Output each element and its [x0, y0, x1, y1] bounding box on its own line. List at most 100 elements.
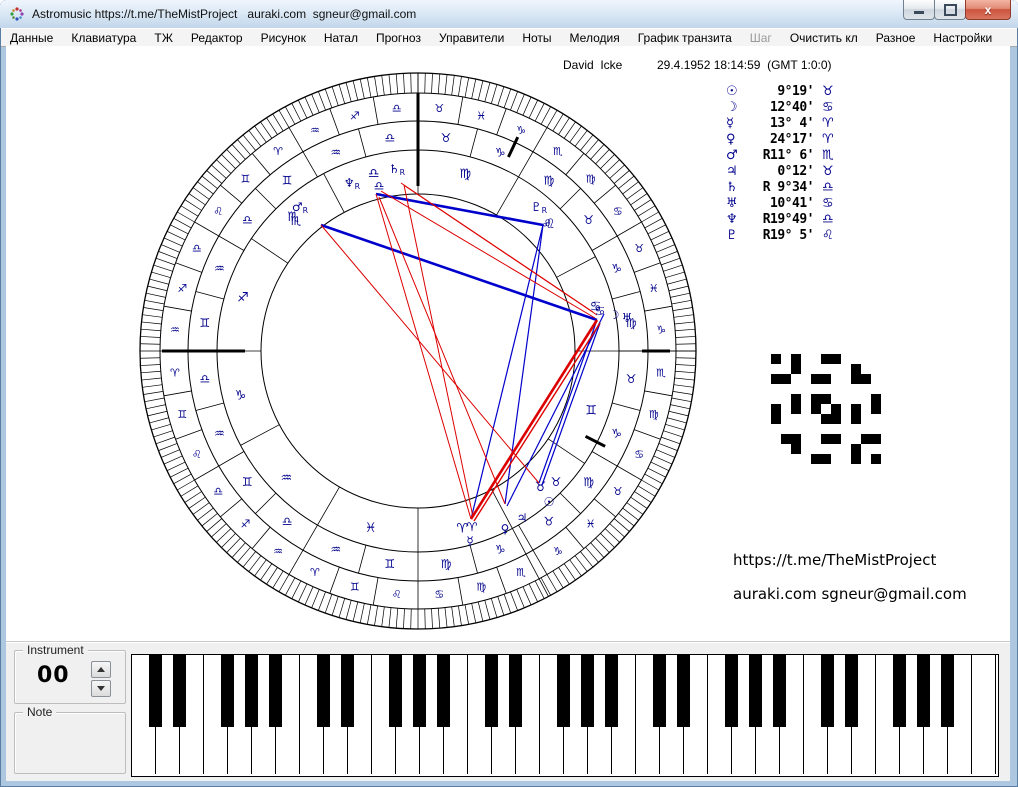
- piano-black-key[interactable]: [653, 655, 666, 727]
- piano-black-key[interactable]: [845, 655, 858, 727]
- piano-black-key[interactable]: [725, 655, 738, 727]
- piano-black-key[interactable]: [821, 655, 834, 727]
- qr-cell: [781, 354, 791, 364]
- qr-cell: [811, 424, 821, 434]
- piano-black-key[interactable]: [221, 655, 234, 727]
- minimize-button[interactable]: [903, 0, 935, 20]
- piano-black-key[interactable]: [485, 655, 498, 727]
- piano-black-key[interactable]: [581, 655, 594, 727]
- qr-cell: [821, 424, 831, 434]
- piano-black-key[interactable]: [605, 655, 618, 727]
- menu-item-9[interactable]: Ноты: [522, 30, 552, 45]
- note-groupbox: Note: [14, 705, 126, 774]
- svg-text:♍: ♍: [626, 316, 637, 330]
- piano-black-key[interactable]: [173, 655, 186, 727]
- qr-cell: [851, 424, 861, 434]
- svg-text:♈: ♈: [273, 145, 283, 158]
- qr-cell: [781, 364, 791, 374]
- piano-black-key[interactable]: [941, 655, 954, 727]
- close-button[interactable]: x: [965, 0, 1011, 20]
- svg-text:♉: ♉: [634, 242, 644, 255]
- svg-text:♌: ♌: [213, 205, 223, 218]
- piano-black-key[interactable]: [773, 655, 786, 727]
- qr-cell: [791, 404, 801, 414]
- qr-cell: [821, 384, 831, 394]
- piano-black-key[interactable]: [149, 655, 162, 727]
- menu-item-10[interactable]: Мелодия: [569, 30, 620, 45]
- qr-cell: [821, 364, 831, 374]
- qr-cell: [791, 414, 801, 424]
- qr-cell: [871, 374, 881, 384]
- chart-datetime: 29.4.1952 18:14:59 (GMT 1:0:0): [657, 58, 832, 72]
- piano-black-key[interactable]: [341, 655, 354, 727]
- menu-item-4[interactable]: Редактор: [190, 30, 243, 45]
- menu-item-13[interactable]: Очистить кл: [789, 30, 858, 45]
- menu-item-7[interactable]: Прогноз: [375, 30, 421, 45]
- svg-text:♊: ♊: [282, 173, 293, 187]
- qr-cell: [791, 354, 801, 364]
- piano-black-key[interactable]: [917, 655, 930, 727]
- planet-degrees: 13° 4': [770, 115, 814, 131]
- spinner-up-button[interactable]: [91, 661, 111, 678]
- qr-cell: [871, 404, 881, 414]
- planet-row: ♆ R19°49' ♎: [726, 211, 838, 227]
- titlebar[interactable]: Astromusic https://t.me/TheMistProject a…: [0, 0, 1018, 28]
- planet-row: ☿ 13° 4' ♈: [726, 115, 838, 131]
- menu-item-15[interactable]: Настройки: [933, 30, 993, 45]
- arrow-down-icon: [97, 686, 105, 691]
- piano-black-key[interactable]: [749, 655, 762, 727]
- piano-black-key[interactable]: [245, 655, 258, 727]
- planet-row: ♅ 10°41' ♋: [726, 195, 838, 211]
- qr-cell: [851, 384, 861, 394]
- planet-degrees: 9°19': [777, 83, 814, 99]
- qr-cell: [781, 414, 791, 424]
- qr-cell: [821, 454, 831, 464]
- svg-text:♍: ♍: [583, 475, 594, 489]
- planet-row: ♄ R 9°34' ♎: [726, 179, 838, 195]
- qr-cell: [771, 434, 781, 444]
- menu-item-11[interactable]: График транзита: [637, 30, 732, 45]
- piano-black-key[interactable]: [317, 655, 330, 727]
- piano-black-key[interactable]: [389, 655, 402, 727]
- maximize-button[interactable]: [934, 0, 966, 20]
- piano-white-key[interactable]: [972, 655, 996, 774]
- svg-text:♐: ♐: [237, 290, 249, 305]
- menu-item-8[interactable]: Управители: [438, 30, 505, 45]
- planet-glyph: ♆: [726, 211, 738, 227]
- qr-cell: [831, 444, 841, 454]
- qr-cell: [851, 374, 861, 384]
- menu-item-6[interactable]: Натал: [323, 30, 358, 45]
- piano-black-key[interactable]: [557, 655, 570, 727]
- qr-cell: [771, 414, 781, 424]
- menu-item-5[interactable]: Рисунок: [260, 30, 306, 45]
- piano-black-key[interactable]: [677, 655, 690, 727]
- qr-cell: [811, 434, 821, 444]
- piano-black-key[interactable]: [893, 655, 906, 727]
- qr-cell: [841, 444, 851, 454]
- menu-item-3[interactable]: ТЖ: [154, 30, 173, 45]
- piano-black-key[interactable]: [437, 655, 450, 727]
- svg-text:♊: ♊: [241, 172, 251, 185]
- qr-cell: [871, 454, 881, 464]
- svg-text:♓: ♓: [476, 109, 486, 122]
- window-title: Astromusic https://t.me/TheMistProject a…: [32, 7, 417, 21]
- svg-text:♑: ♑: [235, 388, 247, 403]
- piano-black-key[interactable]: [413, 655, 426, 727]
- piano-black-key[interactable]: [509, 655, 522, 727]
- menu-item-2[interactable]: Клавиатура: [71, 30, 137, 45]
- qr-pattern: [771, 354, 881, 464]
- planet-row: ♇ R19° 5' ♌: [726, 227, 838, 243]
- menu-item-14[interactable]: Разное: [875, 30, 916, 45]
- piano-black-key[interactable]: [269, 655, 282, 727]
- qr-cell: [851, 434, 861, 444]
- qr-cell: [771, 444, 781, 454]
- menu-item-1[interactable]: Данные: [10, 30, 54, 45]
- spinner-down-button[interactable]: [91, 680, 111, 697]
- qr-cell: [791, 384, 801, 394]
- svg-text:♒: ♒: [310, 124, 320, 137]
- qr-cell: [871, 434, 881, 444]
- qr-cell: [811, 414, 821, 424]
- qr-cell: [861, 454, 871, 464]
- svg-text:♏: ♏: [287, 210, 299, 225]
- svg-text:♊: ♊: [350, 581, 360, 594]
